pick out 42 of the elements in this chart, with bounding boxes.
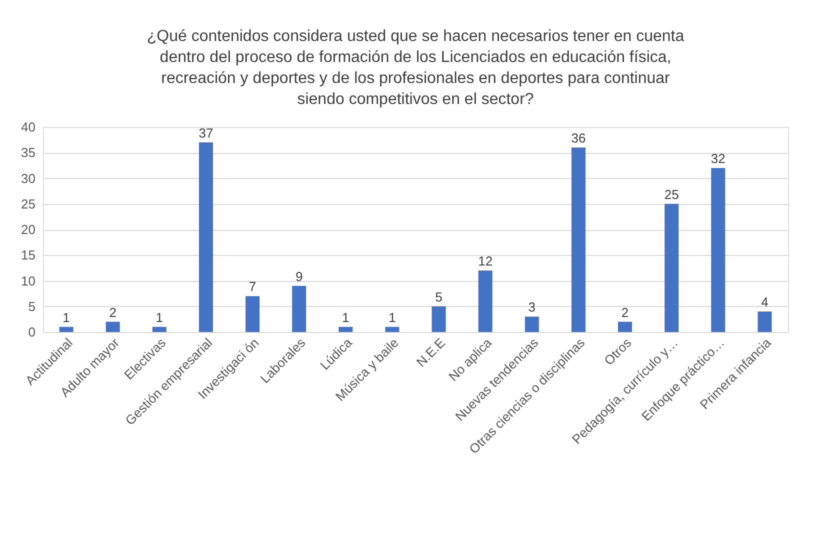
data-label: 32 xyxy=(710,151,726,166)
data-label: 1 xyxy=(156,310,164,325)
data-label: 2 xyxy=(109,304,116,320)
data-label: 36 xyxy=(571,130,586,146)
bar xyxy=(432,306,446,332)
y-tick-label: 15 xyxy=(21,248,36,263)
chart-title: ¿Qué contenidos considera usted que se hacen necesarios tener en cuenta dentro del proceso de formación de los Licenciados en educación física, recreación y deportes y de los profesionales en deportes para continuar siendo competitivos en el sector? xyxy=(146,28,684,108)
bar xyxy=(338,326,353,332)
bar xyxy=(758,312,772,332)
bar xyxy=(524,316,539,332)
bar xyxy=(246,296,260,332)
data-label: 25 xyxy=(664,186,679,202)
y-tick-label: 35 xyxy=(21,145,36,160)
bar xyxy=(106,322,120,332)
bar xyxy=(59,326,74,332)
data-label: 1 xyxy=(388,310,396,325)
data-label: 9 xyxy=(295,268,303,284)
y-tick-label: 30 xyxy=(21,170,36,186)
bar xyxy=(571,148,586,332)
data-label: 1 xyxy=(342,310,350,325)
bar xyxy=(478,270,492,332)
bar xyxy=(152,326,166,332)
data-label: 7 xyxy=(248,279,256,294)
data-label: 4 xyxy=(761,294,768,310)
bar xyxy=(198,142,213,332)
data-label: 12 xyxy=(478,254,493,268)
data-label: 2 xyxy=(621,304,629,320)
bar xyxy=(292,286,306,332)
data-label: 3 xyxy=(528,300,536,315)
y-tick-label: 10 xyxy=(21,273,36,288)
data-label: 5 xyxy=(435,289,442,304)
data-label: 1 xyxy=(62,310,70,325)
bar xyxy=(711,168,726,332)
y-tick-label: 25 xyxy=(21,196,36,212)
y-tick-label: 20 xyxy=(21,222,36,237)
data-label: 37 xyxy=(198,125,214,140)
y-tick-label: 0 xyxy=(28,324,36,340)
y-tick-label: 40 xyxy=(21,120,36,134)
bar xyxy=(385,326,400,332)
y-tick-label: 5 xyxy=(28,298,36,314)
bar xyxy=(618,322,632,332)
bar xyxy=(664,204,679,332)
